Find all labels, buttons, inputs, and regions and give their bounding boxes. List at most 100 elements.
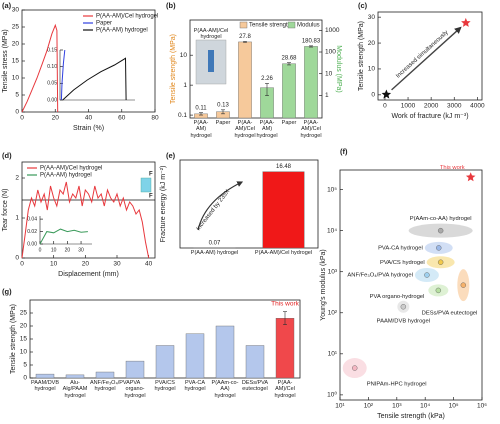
- y-axis-title: Fracture energy (kJ m⁻²): [160, 166, 167, 243]
- x-tick-label: Alu-Alg/PAAM hydrogel: [62, 380, 88, 399]
- x-tick-label: 0: [39, 247, 42, 253]
- point-label: PVA-CA hydrogel: [378, 245, 423, 251]
- point: [465, 172, 476, 182]
- error-bar: [199, 112, 203, 116]
- legend-label: P(AA-AM) hydrogel: [96, 28, 148, 34]
- error-bar: [243, 41, 247, 43]
- y-tick-label: 0.10: [47, 64, 57, 70]
- point: [352, 365, 358, 371]
- y-tick-label: 0.15: [47, 47, 57, 53]
- x-tick-label: PVA organo-hydrogel: [124, 380, 146, 399]
- y-tick-label: 0.1: [178, 112, 187, 119]
- y-tick-label: 30: [368, 14, 376, 21]
- point: [424, 272, 430, 278]
- y-tick-label: 0: [23, 375, 27, 382]
- y-tick-label: 1000: [325, 27, 340, 34]
- y-tick-label: 10: [325, 70, 333, 77]
- x-tick-label: 10: [50, 261, 58, 268]
- point-label: PVA organo-hydrogel: [370, 294, 425, 300]
- y-tick-label: 20: [12, 41, 20, 48]
- y-tick-label: 25: [20, 310, 28, 317]
- bar: [125, 360, 145, 379]
- value-label: 28.68: [281, 55, 297, 61]
- y-tick-label: 0.04: [27, 216, 37, 222]
- panel-label: (d): [2, 151, 12, 160]
- value-label: 27.8: [239, 34, 251, 40]
- trend-arrow: [197, 181, 244, 231]
- point: [437, 227, 444, 234]
- y-tick-label: 25: [12, 24, 20, 31]
- y-axis-title: Young's modulus (kPa): [320, 249, 327, 321]
- y-tick-label: 0: [15, 109, 19, 116]
- legend-label: Tensile strength: [249, 23, 291, 29]
- x-tick-label: DESs/PVA eutectogel: [241, 380, 269, 393]
- legend-label: P(AA-AM)/Cel hydrogel: [96, 14, 158, 20]
- specimen-icon: [140, 177, 152, 193]
- error-bar: [287, 62, 291, 66]
- y-tick-label: 5: [15, 92, 19, 99]
- x-tick-label: 20: [65, 247, 71, 253]
- plot-frame: [377, 11, 483, 101]
- x-tick-label: 10: [51, 247, 57, 253]
- point: [435, 287, 442, 294]
- x-tick-label: P(AA-AM)/Cel hydrogel: [274, 380, 296, 399]
- legend-label: P(AA-AM) hydrogel: [40, 173, 92, 179]
- x-axis-title: Work of fracture (kJ m⁻³): [391, 113, 468, 120]
- point-label: PAAM/DVB hydrogel: [377, 318, 430, 324]
- error-bar: [309, 45, 313, 48]
- x-tick-label: ANF/Fe₃O₄/PVA hydrogel: [90, 380, 130, 393]
- value-label: 180.83: [302, 38, 321, 44]
- y-tick-label: 20: [368, 40, 376, 47]
- x-tick-label: 10¹: [335, 403, 345, 410]
- line-series: [21, 23, 59, 113]
- y-tick-label: 1: [15, 215, 19, 222]
- bar: [95, 371, 115, 379]
- y-tick-label: 15: [20, 336, 28, 343]
- error-bar: [283, 311, 287, 325]
- panel-label: (c): [358, 1, 368, 10]
- x-tick-label: 80: [151, 115, 159, 122]
- bar: [262, 171, 305, 249]
- y-tick-label: 0: [371, 92, 375, 99]
- y-tick-label: 10: [180, 52, 188, 59]
- x-tick-label: 40: [145, 261, 153, 268]
- y-axis-title: Tensile strength (MPa): [358, 21, 365, 91]
- x-tick-label: 20: [52, 115, 60, 122]
- x-tick-label: 4000: [470, 103, 485, 110]
- plot-frame: [21, 9, 156, 113]
- bar: [304, 46, 318, 119]
- y-axis-title: Tear force (N): [2, 189, 9, 232]
- x-tick-label: P(AA-AM)/Cel hydrogel: [234, 120, 256, 139]
- x-tick-label: PAAM/DVB hydrogel: [30, 380, 59, 393]
- value-label: 0.07: [209, 240, 221, 246]
- y-tick-label: 20: [20, 323, 28, 330]
- x-tick-label: 1000: [401, 103, 416, 110]
- legend-label: P(AA-AM)/Cel hydrogel: [40, 166, 102, 172]
- y-axis-title: Tensile strength (MPa): [10, 304, 17, 374]
- point-label: DESs/PVA eutectogel: [422, 311, 478, 317]
- point: [400, 304, 407, 310]
- y-tick-label: 0.02: [27, 229, 37, 235]
- x-tick-label: 30: [78, 247, 84, 253]
- y-tick-label: 10⁴: [327, 227, 337, 234]
- point-label: PNIPAm-HPC hydrogel: [367, 382, 427, 388]
- y-tick-label: 10: [12, 75, 20, 82]
- bar: [185, 333, 205, 379]
- line-series: [60, 49, 66, 101]
- trend-arrow: [391, 26, 462, 91]
- legend-swatch: [239, 21, 248, 29]
- x-tick-label: 0: [20, 115, 24, 122]
- x-tick-label: Paper: [281, 120, 297, 126]
- y2-axis-title: Modulus (MPa): [335, 45, 342, 92]
- x-tick-label: 10⁵: [449, 403, 459, 410]
- point: [461, 17, 471, 27]
- x-tick-label: PVA/CS hydrogel: [154, 380, 176, 393]
- y-tick-label: 10: [20, 349, 28, 356]
- panel-label: (a): [2, 1, 12, 10]
- y-tick-label: 0.05: [47, 81, 57, 87]
- panel-label: (f): [340, 147, 348, 156]
- panel-label: (b): [166, 1, 176, 10]
- bar: [238, 41, 252, 119]
